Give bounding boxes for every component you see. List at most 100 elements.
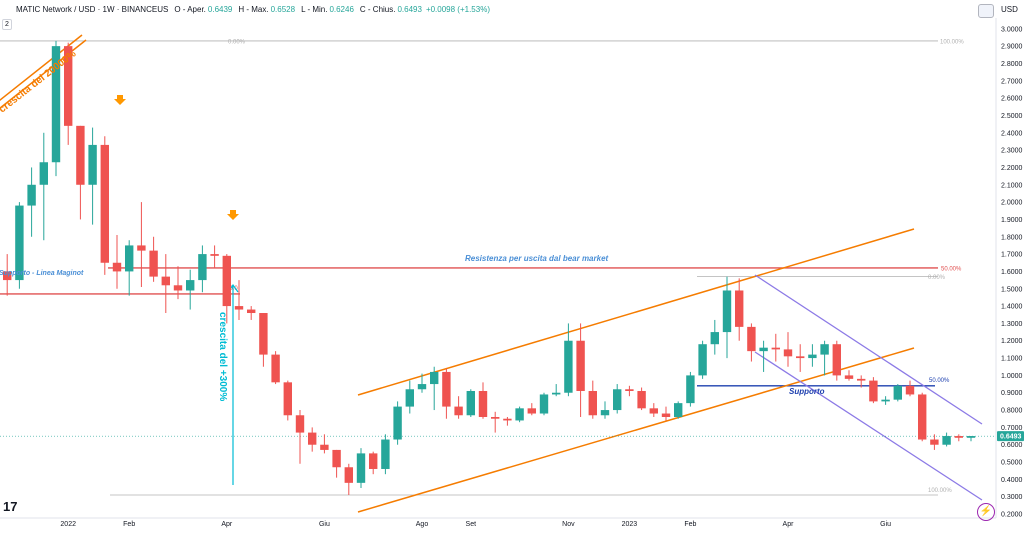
- time-tick-label: Ago: [416, 521, 429, 528]
- open-value: 0.6439: [207, 4, 233, 14]
- candle-body: [112, 262, 122, 272]
- candle-body: [686, 375, 695, 404]
- candle-body: [930, 439, 939, 445]
- candle-body: [844, 375, 854, 379]
- candle-body: [722, 290, 732, 333]
- candle-body: [51, 46, 61, 163]
- indicator-toggle[interactable]: 2: [2, 19, 12, 30]
- candle-body: [625, 389, 634, 391]
- candle-body: [64, 46, 73, 126]
- candle-body: [295, 415, 305, 433]
- candle-body: [796, 356, 805, 359]
- candle-body: [759, 347, 768, 352]
- price-tick-label: 2.3000: [1001, 148, 1023, 155]
- candle-body: [39, 162, 48, 185]
- price-tick-label: 1.8000: [1001, 234, 1023, 241]
- last-price-label: 0.6493: [1000, 434, 1022, 441]
- price-tick-label: 1.7000: [1001, 252, 1023, 259]
- open-label: O - Aper.: [174, 4, 206, 14]
- candle-body: [832, 344, 841, 376]
- candle-body: [857, 378, 866, 381]
- price-tick-label: 1.1000: [1001, 356, 1023, 363]
- candle-body: [954, 436, 963, 438]
- candle-body: [454, 406, 463, 416]
- candle-body: [417, 384, 427, 390]
- candle-body: [576, 340, 585, 391]
- channel-upper-line: [357, 228, 915, 396]
- candle-body: [356, 453, 366, 483]
- price-tick-label: 0.8000: [1001, 408, 1023, 415]
- candle-body: [161, 276, 170, 286]
- candle-body: [381, 439, 390, 469]
- maginot-support-label: Supporto - Linea Maginot: [0, 270, 84, 277]
- price-tick-label: 1.9000: [1001, 217, 1023, 224]
- candle-body: [661, 413, 671, 417]
- candle-body: [247, 309, 256, 314]
- currency-label[interactable]: USD: [1001, 5, 1018, 14]
- resistance-label: Resistenza per uscita dal bear market: [465, 254, 609, 263]
- price-tick-label: 0.7000: [1001, 425, 1023, 432]
- high-value: 0.6528: [270, 4, 296, 14]
- candle-body: [149, 250, 158, 277]
- high-label: H - Max.: [238, 4, 269, 14]
- candle-body: [173, 285, 183, 291]
- candle-body: [271, 354, 280, 383]
- price-tick-label: 2.8000: [1001, 61, 1023, 68]
- time-tick-label: Apr: [783, 521, 795, 528]
- candle-body: [442, 371, 451, 407]
- time-tick-label: Apr: [221, 521, 233, 528]
- candle-body: [905, 385, 915, 395]
- candle-body: [735, 290, 744, 327]
- change-value: +0.0098 (+1.53%): [425, 4, 490, 14]
- candle-body: [539, 394, 549, 414]
- price-tick-label: 2.6000: [1001, 96, 1023, 103]
- candle-body: [491, 416, 500, 419]
- close-value: 0.6493: [397, 4, 422, 14]
- arrow-down-icon: [227, 210, 239, 220]
- candle-body: [198, 254, 207, 281]
- candle-body: [808, 354, 817, 359]
- candle-body: [210, 254, 219, 256]
- candle-body: [747, 326, 756, 352]
- legend-bar: MATIC Network / USD · 1W · BINANCEUS O -…: [0, 0, 1000, 18]
- fib-label: 50.00%: [941, 266, 962, 272]
- price-tick-label: 1.4000: [1001, 304, 1023, 311]
- candle-body: [308, 432, 317, 445]
- time-tick-label: 2022: [60, 521, 76, 528]
- fib-label: 100.00%: [928, 488, 952, 494]
- candle-body: [503, 418, 512, 421]
- candle-body: [100, 144, 109, 263]
- candle-body: [283, 382, 292, 416]
- candle-body: [369, 453, 378, 469]
- price-tick-label: 0.5000: [1001, 460, 1023, 467]
- price-tick-label: 2.1000: [1001, 182, 1023, 189]
- price-tick-label: 2.0000: [1001, 200, 1023, 207]
- low-value: 0.6246: [329, 4, 354, 14]
- price-tick-label: 1.0000: [1001, 373, 1023, 380]
- price-tick-label: 2.9000: [1001, 44, 1023, 51]
- price-tick-label: 2.2000: [1001, 165, 1023, 172]
- candle-body: [27, 184, 36, 206]
- candle-body: [234, 306, 244, 310]
- downtrend-upper-line: [754, 274, 983, 425]
- price-tick-label: 2.5000: [1001, 113, 1023, 120]
- candle-body: [332, 449, 341, 468]
- candle-body: [552, 392, 561, 395]
- candle-body: [637, 390, 646, 409]
- fib-label: 100.00%: [940, 39, 964, 45]
- fib-label: 50.00%: [929, 378, 950, 384]
- candle-body: [76, 125, 85, 185]
- symbol-title[interactable]: MATIC Network / USD · 1W · BINANCEUS: [16, 4, 169, 14]
- bolt-icon[interactable]: ⚡: [977, 503, 995, 521]
- candle-body: [869, 380, 878, 402]
- candle-body: [710, 332, 719, 345]
- time-tick-label: Giu: [319, 521, 330, 528]
- last-price-tag: [997, 431, 1024, 442]
- candle-body: [222, 255, 231, 307]
- price-tick-label: 0.2000: [1001, 512, 1023, 519]
- price-tick-label: 0.6000: [1001, 442, 1023, 449]
- candle-body: [466, 390, 475, 416]
- compare-button[interactable]: [978, 4, 994, 18]
